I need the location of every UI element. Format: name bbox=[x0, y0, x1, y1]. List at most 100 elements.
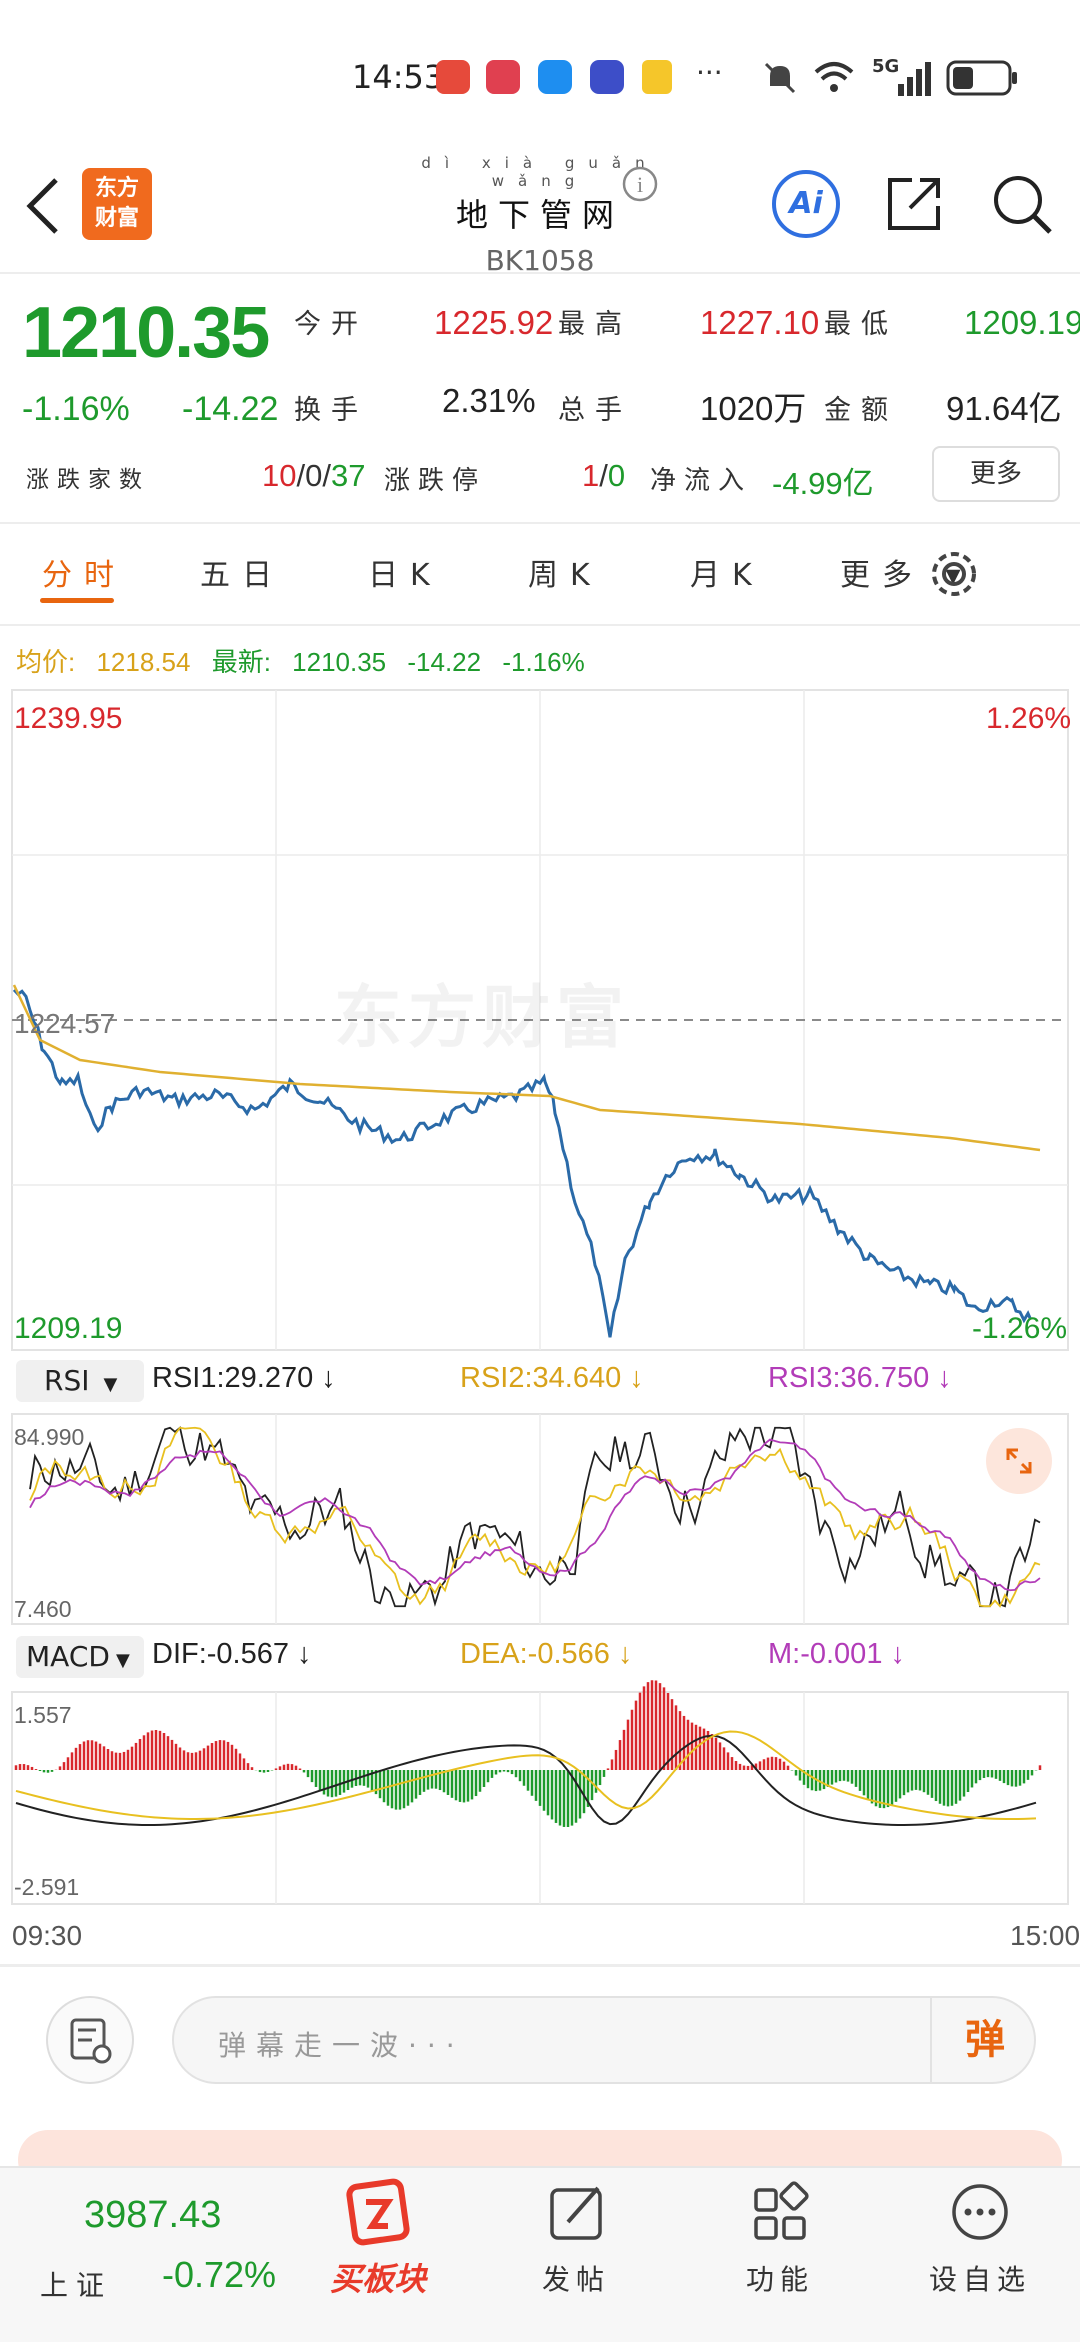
amount-label: 金额 bbox=[824, 395, 898, 426]
open-label: 今开 bbox=[294, 309, 368, 340]
updown-counts: 10/0/37 bbox=[262, 458, 366, 493]
turnover-value: 2.31% bbox=[442, 382, 536, 419]
more-quote-button[interactable]: 更多 bbox=[932, 446, 1060, 502]
tab-0[interactable]: 分时 bbox=[42, 558, 126, 593]
ai-button[interactable]: Ai bbox=[772, 170, 840, 238]
tab-1[interactable]: 五日 bbox=[200, 558, 284, 593]
danmaku-settings-button[interactable] bbox=[46, 1996, 134, 2084]
y-axis-max: 1239.95 bbox=[14, 702, 123, 735]
current-price: 1210.35 bbox=[22, 293, 270, 373]
high-value: 1227.10 bbox=[700, 304, 820, 341]
avg-price-label: 均价: bbox=[16, 647, 76, 677]
watchlist-label: 设自选 bbox=[928, 2263, 1031, 2296]
mute-icon bbox=[764, 62, 796, 94]
logo-text-line1: 东方 bbox=[94, 176, 139, 201]
rsi1-line bbox=[29, 1426, 1041, 1608]
change-amount: -14.22 bbox=[182, 390, 279, 428]
post-label: 发帖 bbox=[541, 2263, 610, 2296]
page-title: 地下管网 bbox=[455, 196, 624, 234]
rsi3-value: RSI3:36.750 ↓ bbox=[768, 1362, 952, 1394]
svg-text:i: i bbox=[637, 172, 643, 197]
macd-min: -2.591 bbox=[14, 1874, 80, 1900]
dif-value: DIF:-0.567 ↓ bbox=[152, 1638, 312, 1670]
m-text: M:-0.001 bbox=[768, 1638, 883, 1670]
brand-logo: 东方 财富 bbox=[82, 168, 152, 240]
info-icon[interactable]: i bbox=[620, 164, 660, 204]
logo-text-line2: 财富 bbox=[94, 206, 139, 231]
low-label: 最低 bbox=[824, 309, 898, 340]
up-count: 10 bbox=[262, 458, 297, 493]
volume-value: 1020万 bbox=[700, 390, 807, 427]
danmaku-send-button[interactable]: 弹 bbox=[930, 1998, 1038, 2082]
tieba-notification-icon bbox=[590, 60, 624, 94]
app-notification-icon bbox=[486, 60, 520, 94]
latest-change: -14.22 bbox=[407, 647, 482, 677]
dea-line bbox=[15, 1730, 1037, 1820]
app-notification-icon bbox=[642, 60, 672, 94]
tab-3[interactable]: 周K bbox=[528, 558, 602, 593]
danmaku-input[interactable]: 弹幕走一波··· 弹 bbox=[172, 1996, 1036, 2084]
net-inflow-value: -4.99亿 bbox=[772, 466, 874, 501]
latest-pct: -1.16% bbox=[502, 647, 585, 677]
change-percent: -1.16% bbox=[22, 390, 130, 428]
flat-count: 0 bbox=[305, 458, 323, 493]
rsi1-value: RSI1:29.270 ↓ bbox=[152, 1362, 336, 1394]
post-button[interactable]: 发帖 bbox=[536, 2178, 616, 2328]
down-count: 37 bbox=[330, 458, 366, 493]
index-change: -0.72% bbox=[162, 2254, 277, 2295]
danmaku-settings-icon bbox=[70, 2018, 112, 2064]
dif-line bbox=[15, 1734, 1037, 1826]
macd-selector[interactable]: MACD ▼ bbox=[16, 1636, 144, 1678]
expand-chart-button[interactable] bbox=[986, 1428, 1052, 1494]
function-button[interactable]: 功能 bbox=[740, 2178, 820, 2328]
ai-label: Ai bbox=[789, 186, 823, 221]
time-end: 15:00 bbox=[1010, 1920, 1080, 1951]
index-value: 3987.43 bbox=[84, 2194, 222, 2236]
chart-bottom-divider bbox=[0, 1964, 1080, 1967]
amount-value: 91.64亿 bbox=[946, 390, 1062, 427]
battery-icon bbox=[946, 60, 1017, 96]
rsi-max: 84.990 bbox=[14, 1424, 85, 1450]
quote-divider bbox=[0, 522, 1080, 524]
m-value: M:-0.001 ↓ bbox=[768, 1638, 906, 1670]
app-notification-icon bbox=[436, 60, 470, 94]
header-divider bbox=[0, 272, 1080, 274]
signal-icon bbox=[898, 62, 931, 96]
pct-axis-min: -1.26% bbox=[972, 1312, 1068, 1345]
tab-4[interactable]: 月K bbox=[690, 558, 764, 593]
rsi2-line bbox=[29, 1426, 1041, 1608]
low-value: 1209.19 bbox=[964, 304, 1080, 341]
buy-board-label: 买板块 bbox=[329, 2260, 426, 2298]
index-name[interactable]: 上证 bbox=[40, 2269, 113, 2302]
buy-icon bbox=[346, 2178, 410, 2246]
back-icon[interactable] bbox=[20, 174, 64, 238]
latest-label: 最新: bbox=[211, 647, 271, 677]
updown-count-label: 涨跌家数 bbox=[26, 467, 150, 493]
macd-selector-label: MACD bbox=[26, 1640, 110, 1673]
watermark: 东方财富 bbox=[334, 979, 631, 1058]
chat-notification-icon bbox=[538, 60, 572, 94]
tab-5[interactable]: 更多 ▾ bbox=[840, 558, 973, 593]
tabs-divider bbox=[0, 624, 1080, 626]
avg-price-value: 1218.54 bbox=[96, 647, 191, 677]
rsi3-text: RSI3:36.750 bbox=[768, 1362, 930, 1394]
buy-board-button[interactable]: 买板块 bbox=[318, 2178, 438, 2328]
net-inflow-label: 净流入 bbox=[650, 466, 753, 496]
post-edit-icon bbox=[550, 2186, 602, 2240]
title-block: dì xià guǎn wǎng 地下管网 BK1058 bbox=[400, 154, 680, 277]
grid-icon bbox=[754, 2181, 809, 2240]
settings-icon[interactable] bbox=[926, 546, 982, 602]
turnover-label: 换手 bbox=[294, 395, 368, 426]
search-icon[interactable] bbox=[988, 170, 1056, 238]
panel-frame bbox=[11, 1413, 1069, 1625]
danmaku-placeholder: 弹幕走一波··· bbox=[218, 2029, 465, 2062]
add-watchlist-button[interactable]: 设自选 bbox=[920, 2178, 1040, 2328]
share-icon[interactable] bbox=[882, 172, 946, 236]
y-axis-min: 1209.19 bbox=[14, 1312, 123, 1345]
limit-up-count: 1 bbox=[582, 458, 600, 493]
rsi-selector[interactable]: RSI ▼ bbox=[16, 1360, 144, 1402]
network-type: 5G bbox=[872, 56, 900, 77]
panel-frame bbox=[11, 1691, 1069, 1905]
volume-label: 总手 bbox=[558, 395, 632, 426]
tab-2[interactable]: 日K bbox=[368, 558, 442, 593]
